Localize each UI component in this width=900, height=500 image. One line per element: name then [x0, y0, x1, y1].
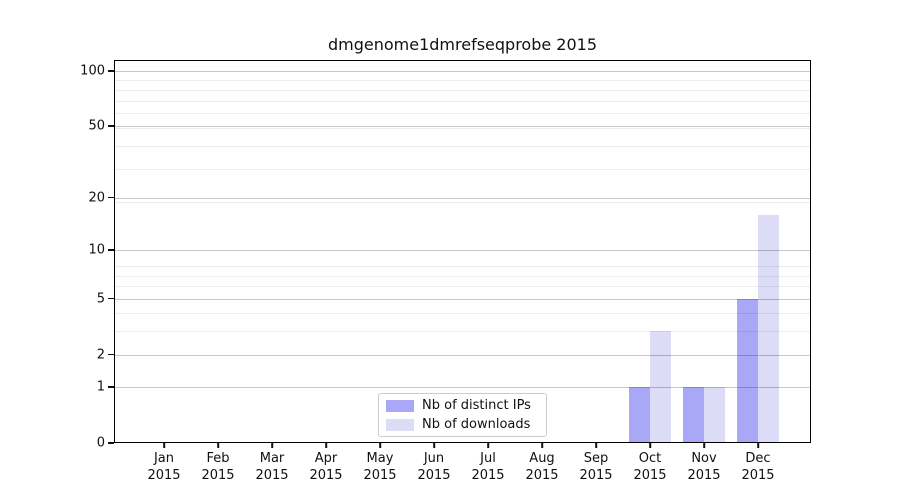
axes-frame — [114, 60, 811, 443]
x-axis-tick — [271, 443, 273, 448]
y-axis-tick — [108, 125, 114, 127]
legend-label: Nb of distinct IPs — [422, 398, 531, 413]
bar-downloads-dec — [758, 214, 779, 443]
minor-gridline — [114, 113, 811, 115]
y-axis-tick — [108, 70, 114, 72]
x-axis-tick — [595, 443, 597, 448]
x-axis-tick — [703, 443, 705, 448]
x-axis-tick — [649, 443, 651, 448]
bar-distinct-ips-nov — [683, 387, 704, 443]
plot-area: 0 1 2 5 10 20 50 100 Jan 2015 Feb 2015 Mar 2015 Apr… — [80, 60, 811, 483]
y-axis-tick — [108, 297, 114, 300]
y-tick-label: 2 — [96, 347, 105, 362]
major-gridline — [114, 71, 811, 73]
minor-gridline — [114, 201, 811, 203]
y-tick-label: 0 — [96, 435, 105, 451]
major-gridline — [114, 354, 811, 356]
x-tick-label: Sep 2015 — [579, 451, 613, 483]
x-axis-tick — [487, 443, 489, 448]
y-tick-label: 5 — [96, 291, 105, 307]
bar-distinct-ips-oct — [629, 387, 650, 443]
x-tick-label: Nov 2015 — [687, 451, 721, 483]
y-tick-label: 50 — [88, 118, 105, 134]
minor-gridline — [114, 80, 811, 82]
y-tick-label: 1 — [96, 379, 105, 395]
y-tick-label: 100 — [80, 63, 105, 79]
minor-gridline — [114, 275, 811, 277]
major-gridline — [114, 249, 811, 251]
y-axis-tick — [108, 386, 114, 388]
x-tick-label: May 2015 — [363, 451, 397, 483]
y-tick-label: 20 — [88, 190, 105, 206]
y-axis-tick — [108, 196, 114, 199]
minor-gridline — [114, 169, 811, 170]
x-tick-label: Oct 2015 — [633, 451, 667, 483]
minor-gridline — [114, 313, 811, 315]
minor-gridline — [114, 286, 811, 288]
chart-title: dmgenome1dmrefseqprobe 2015 — [327, 35, 598, 54]
bar-downloads-oct — [650, 331, 671, 443]
legend-swatch — [386, 418, 414, 431]
x-axis-tick — [163, 443, 165, 448]
x-tick-label: Apr 2015 — [309, 451, 343, 483]
x-axis-tick — [325, 443, 327, 448]
major-gridline — [114, 298, 811, 300]
minor-gridline — [114, 127, 811, 129]
x-tick-label: Mar 2015 — [255, 451, 289, 483]
legend-item: Nb of downloads — [386, 417, 538, 432]
y-axis-tick — [108, 249, 114, 251]
x-tick-label: Jul 2015 — [471, 451, 505, 483]
x-axis-tick — [433, 443, 435, 448]
y-tick-label: 10 — [88, 242, 105, 258]
y-axis-tick — [108, 442, 114, 444]
major-gridline — [114, 197, 811, 199]
legend-item: Nb of distinct IPs — [386, 398, 538, 413]
x-axis-tick — [757, 443, 759, 448]
minor-gridline — [114, 266, 811, 267]
legend-label: Nb of downloads — [422, 417, 531, 432]
x-axis-tick — [217, 443, 219, 448]
legend: Nb of distinct IPs Nb of downloads — [378, 393, 547, 437]
bar-downloads-nov — [704, 387, 725, 443]
x-tick-label: Aug 2015 — [525, 451, 559, 483]
minor-gridline — [114, 89, 811, 91]
bar-distinct-ips-dec — [737, 298, 758, 443]
y-axis-tick — [108, 353, 114, 356]
minor-gridline — [114, 145, 811, 147]
x-tick-label: Feb 2015 — [201, 451, 235, 483]
minor-gridline — [114, 100, 811, 102]
x-tick-label: Jun 2015 — [417, 451, 451, 483]
x-axis-tick — [541, 443, 543, 448]
minor-gridline — [114, 331, 811, 333]
major-gridline — [114, 387, 811, 389]
legend-swatch — [386, 399, 414, 412]
x-tick-label: Jan 2015 — [147, 451, 181, 483]
x-axis-tick — [379, 443, 381, 448]
x-tick-label: Dec 2015 — [741, 451, 775, 483]
major-gridline — [114, 126, 811, 128]
